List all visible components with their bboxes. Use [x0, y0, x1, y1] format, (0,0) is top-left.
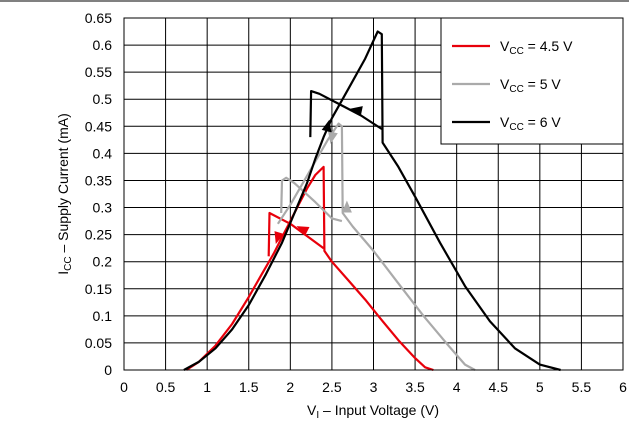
- x-axis-label: VI – Input Voltage (V): [307, 402, 439, 421]
- y-tick-label: 0.45: [85, 118, 112, 134]
- y-axis-label: ICC – Supply Current (mA): [55, 113, 74, 275]
- x-tick-label: 1.5: [239, 379, 259, 395]
- y-tick-label: 0.25: [85, 227, 112, 243]
- x-tick-label: 2: [286, 379, 294, 395]
- x-tick-label: 0: [120, 379, 128, 395]
- y-tick-label: 0.6: [93, 37, 113, 53]
- x-tick-label: 4: [453, 379, 461, 395]
- x-tick-label: 1: [203, 379, 211, 395]
- x-tick-labels: 0 0.5 1 1.5 2 2.5 3 3.5 4 4.5 5 5.5 6: [120, 379, 627, 395]
- x-tick-label: 0.5: [156, 379, 176, 395]
- y-tick-label: 0.3: [93, 200, 113, 216]
- y-tick-label: 0.65: [85, 10, 112, 26]
- direction-arrow: [328, 131, 338, 144]
- y-tick-label: 0.15: [85, 281, 112, 297]
- x-tick-label: 2.5: [322, 379, 342, 395]
- y-tick-label: 0.2: [93, 254, 113, 270]
- y-tick-label: 0: [104, 362, 112, 378]
- y-tick-label: 0.1: [93, 308, 113, 324]
- x-tick-label: 4.5: [489, 379, 509, 395]
- y-tick-label: 0.5: [93, 91, 113, 107]
- x-tick-label: 3.5: [405, 379, 425, 395]
- x-tick-label: 6: [619, 379, 627, 395]
- x-tick-label: 3: [370, 379, 378, 395]
- y-tick-label: 0.4: [93, 145, 113, 161]
- x-tick-label: 5: [536, 379, 544, 395]
- y-tick-labels: 0 0.05 0.1 0.15 0.2 0.25 0.3 0.35 0.4 0.45 0.5 0.55…: [85, 10, 112, 378]
- y-tick-label: 0.05: [85, 335, 112, 351]
- x-tick-label: 5.5: [572, 379, 592, 395]
- series-line-1: [278, 124, 475, 370]
- y-tick-label: 0.35: [85, 172, 112, 188]
- y-tick-label: 0.55: [85, 64, 112, 80]
